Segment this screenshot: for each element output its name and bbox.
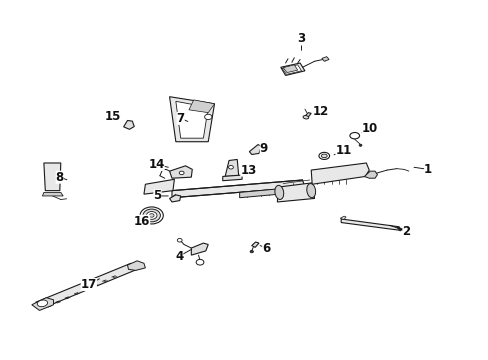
Polygon shape xyxy=(223,175,242,181)
Polygon shape xyxy=(364,171,377,178)
Text: 13: 13 xyxy=(240,163,256,176)
Text: 7: 7 xyxy=(176,112,184,125)
Polygon shape xyxy=(277,183,314,202)
Ellipse shape xyxy=(146,212,157,219)
Text: 4: 4 xyxy=(175,250,183,263)
Polygon shape xyxy=(127,261,145,270)
Text: 2: 2 xyxy=(402,225,410,238)
Polygon shape xyxy=(305,113,310,117)
Ellipse shape xyxy=(303,116,308,119)
Polygon shape xyxy=(176,101,208,138)
Ellipse shape xyxy=(196,260,203,265)
Polygon shape xyxy=(341,219,399,230)
Polygon shape xyxy=(36,263,137,308)
Ellipse shape xyxy=(149,214,154,217)
Polygon shape xyxy=(340,216,346,220)
Text: 6: 6 xyxy=(262,242,270,255)
Polygon shape xyxy=(251,242,259,247)
Polygon shape xyxy=(239,189,279,198)
Text: 12: 12 xyxy=(312,105,328,118)
Polygon shape xyxy=(280,63,305,76)
Text: 8: 8 xyxy=(56,171,64,184)
Polygon shape xyxy=(321,57,328,61)
Ellipse shape xyxy=(37,300,47,307)
Ellipse shape xyxy=(228,166,233,169)
Polygon shape xyxy=(42,192,63,196)
Text: 9: 9 xyxy=(259,141,267,154)
Ellipse shape xyxy=(179,171,183,175)
Text: 17: 17 xyxy=(81,278,97,291)
Polygon shape xyxy=(172,180,305,198)
Polygon shape xyxy=(32,298,53,310)
Ellipse shape xyxy=(349,132,359,139)
Polygon shape xyxy=(169,195,180,202)
Ellipse shape xyxy=(177,238,182,242)
Polygon shape xyxy=(169,166,192,178)
Polygon shape xyxy=(249,145,261,154)
Text: 11: 11 xyxy=(335,144,351,157)
Polygon shape xyxy=(282,65,301,75)
Polygon shape xyxy=(123,121,134,129)
Polygon shape xyxy=(224,159,238,176)
Ellipse shape xyxy=(142,209,160,222)
Polygon shape xyxy=(188,100,214,113)
Text: 14: 14 xyxy=(148,158,164,171)
Polygon shape xyxy=(396,227,402,231)
Polygon shape xyxy=(191,243,208,255)
Polygon shape xyxy=(283,65,297,73)
Polygon shape xyxy=(169,97,214,142)
Text: 3: 3 xyxy=(297,32,305,45)
Ellipse shape xyxy=(140,207,163,224)
Ellipse shape xyxy=(274,185,283,199)
Ellipse shape xyxy=(321,154,326,158)
Text: 16: 16 xyxy=(134,215,150,228)
Ellipse shape xyxy=(306,184,315,198)
Ellipse shape xyxy=(249,250,253,253)
Polygon shape xyxy=(44,163,61,191)
Polygon shape xyxy=(310,163,368,184)
Ellipse shape xyxy=(204,114,211,120)
Text: 10: 10 xyxy=(361,122,378,135)
Text: 1: 1 xyxy=(423,163,431,176)
Ellipse shape xyxy=(358,144,361,146)
Polygon shape xyxy=(143,179,174,194)
Ellipse shape xyxy=(318,152,329,159)
Text: 5: 5 xyxy=(153,189,161,202)
Text: 15: 15 xyxy=(104,110,121,123)
